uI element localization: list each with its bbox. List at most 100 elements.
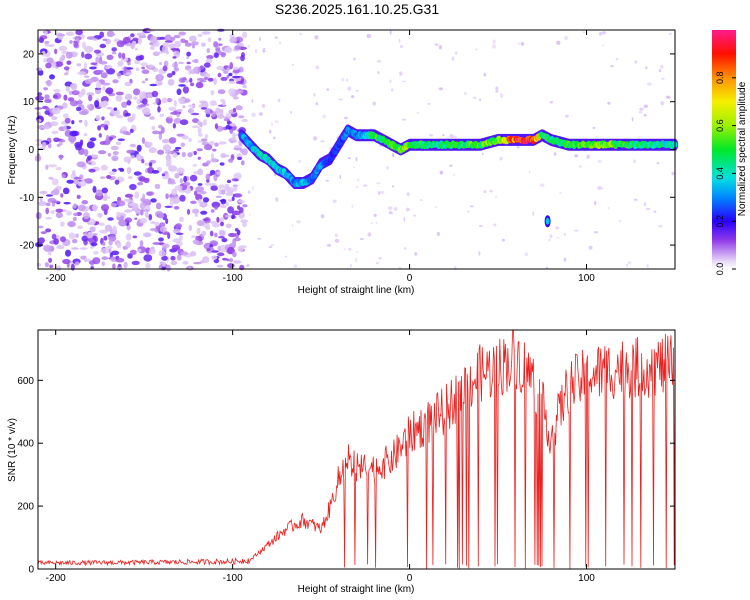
noise-blob [184, 42, 192, 47]
noise-blob [35, 95, 44, 101]
noise-blob [233, 66, 239, 71]
noise-blob [101, 187, 109, 194]
noise-blob [391, 185, 395, 188]
noise-blob [70, 263, 75, 271]
noise-blob [193, 151, 197, 156]
noise-blob [233, 172, 242, 180]
noise-blob [210, 209, 215, 213]
noise-blob [180, 251, 189, 256]
noise-blob [231, 240, 237, 247]
noise-blob [89, 66, 97, 70]
noise-blob [592, 126, 596, 129]
noise-blob [219, 230, 225, 236]
noise-blob [88, 168, 96, 173]
noise-blob [168, 137, 177, 144]
noise-blob [237, 156, 243, 161]
noise-blob [234, 228, 239, 232]
noise-blob [190, 200, 197, 204]
noise-blob [98, 222, 105, 227]
noise-blob [129, 143, 136, 148]
noise-blob [377, 71, 380, 74]
noise-blob [112, 263, 116, 270]
noise-blob [217, 112, 222, 116]
noise-blob [162, 65, 168, 72]
noise-blob [202, 256, 210, 264]
noise-blob [192, 239, 200, 245]
noise-blob [218, 184, 225, 189]
noise-blob [351, 204, 354, 208]
noise-blob [39, 190, 48, 195]
noise-blob [66, 60, 72, 65]
noise-blob [234, 145, 243, 149]
noise-blob [416, 112, 420, 114]
noise-blob [81, 51, 85, 58]
noise-blob [53, 88, 61, 93]
y-tick-label: 200 [17, 502, 34, 513]
y-tick-label: 400 [17, 439, 34, 450]
noise-blob [454, 51, 458, 55]
noise-blob [67, 97, 75, 102]
noise-blob [176, 88, 182, 96]
noise-blob [556, 40, 561, 45]
noise-blob [206, 178, 210, 183]
noise-blob [182, 86, 189, 94]
noise-blob [186, 61, 191, 65]
noise-blob [157, 166, 162, 172]
noise-blob [413, 214, 416, 217]
noise-blob [124, 209, 130, 213]
noise-blob [35, 138, 43, 143]
noise-blob [419, 199, 423, 202]
noise-blob [618, 219, 622, 223]
noise-blob [106, 175, 112, 179]
noise-blob [48, 164, 57, 168]
noise-blob [73, 40, 79, 48]
noise-blob [261, 104, 266, 108]
noise-blob [231, 214, 235, 220]
noise-blob [148, 248, 156, 255]
spectrogram-x-axis: -200 -100 0 100 [46, 30, 595, 284]
noise-blob [502, 238, 505, 242]
noise-blob [211, 250, 219, 253]
noise-blob [553, 152, 557, 156]
noise-blob [231, 196, 235, 201]
noise-blob [228, 88, 236, 96]
noise-blob [150, 198, 157, 203]
noise-blob [251, 112, 256, 118]
noise-blob [123, 66, 127, 74]
noise-blob [209, 140, 215, 146]
noise-blob [128, 203, 135, 207]
noise-blob [258, 112, 263, 116]
noise-blob [586, 154, 590, 159]
noise-blob [220, 98, 225, 103]
noise-blob [127, 176, 133, 179]
noise-blob [117, 138, 126, 142]
noise-blob [597, 159, 602, 163]
noise-blob [105, 134, 110, 142]
noise-blob [76, 161, 86, 168]
noise-blob [390, 88, 394, 92]
noise-blob [163, 60, 169, 67]
noise-blob [334, 238, 340, 243]
noise-blob [51, 107, 61, 115]
noise-blob [137, 182, 144, 186]
noise-blob [150, 45, 155, 51]
noise-blob [158, 250, 166, 257]
noise-blob [160, 126, 165, 134]
noise-blob [68, 232, 76, 240]
y-tick-label: 10 [23, 97, 35, 108]
noise-blob [638, 110, 643, 114]
noise-blob [134, 217, 138, 220]
noise-blob [51, 178, 59, 186]
noise-blob [101, 256, 109, 261]
noise-blob [646, 264, 649, 268]
noise-blob [88, 218, 96, 226]
noise-blob [83, 133, 88, 137]
noise-blob [83, 75, 90, 78]
noise-blob [491, 44, 496, 49]
noise-blob [102, 241, 106, 246]
noise-blob [62, 258, 71, 265]
noise-blob [69, 40, 73, 44]
noise-blob [161, 173, 166, 177]
ridge-artifact [545, 217, 550, 225]
noise-blob [149, 116, 155, 120]
